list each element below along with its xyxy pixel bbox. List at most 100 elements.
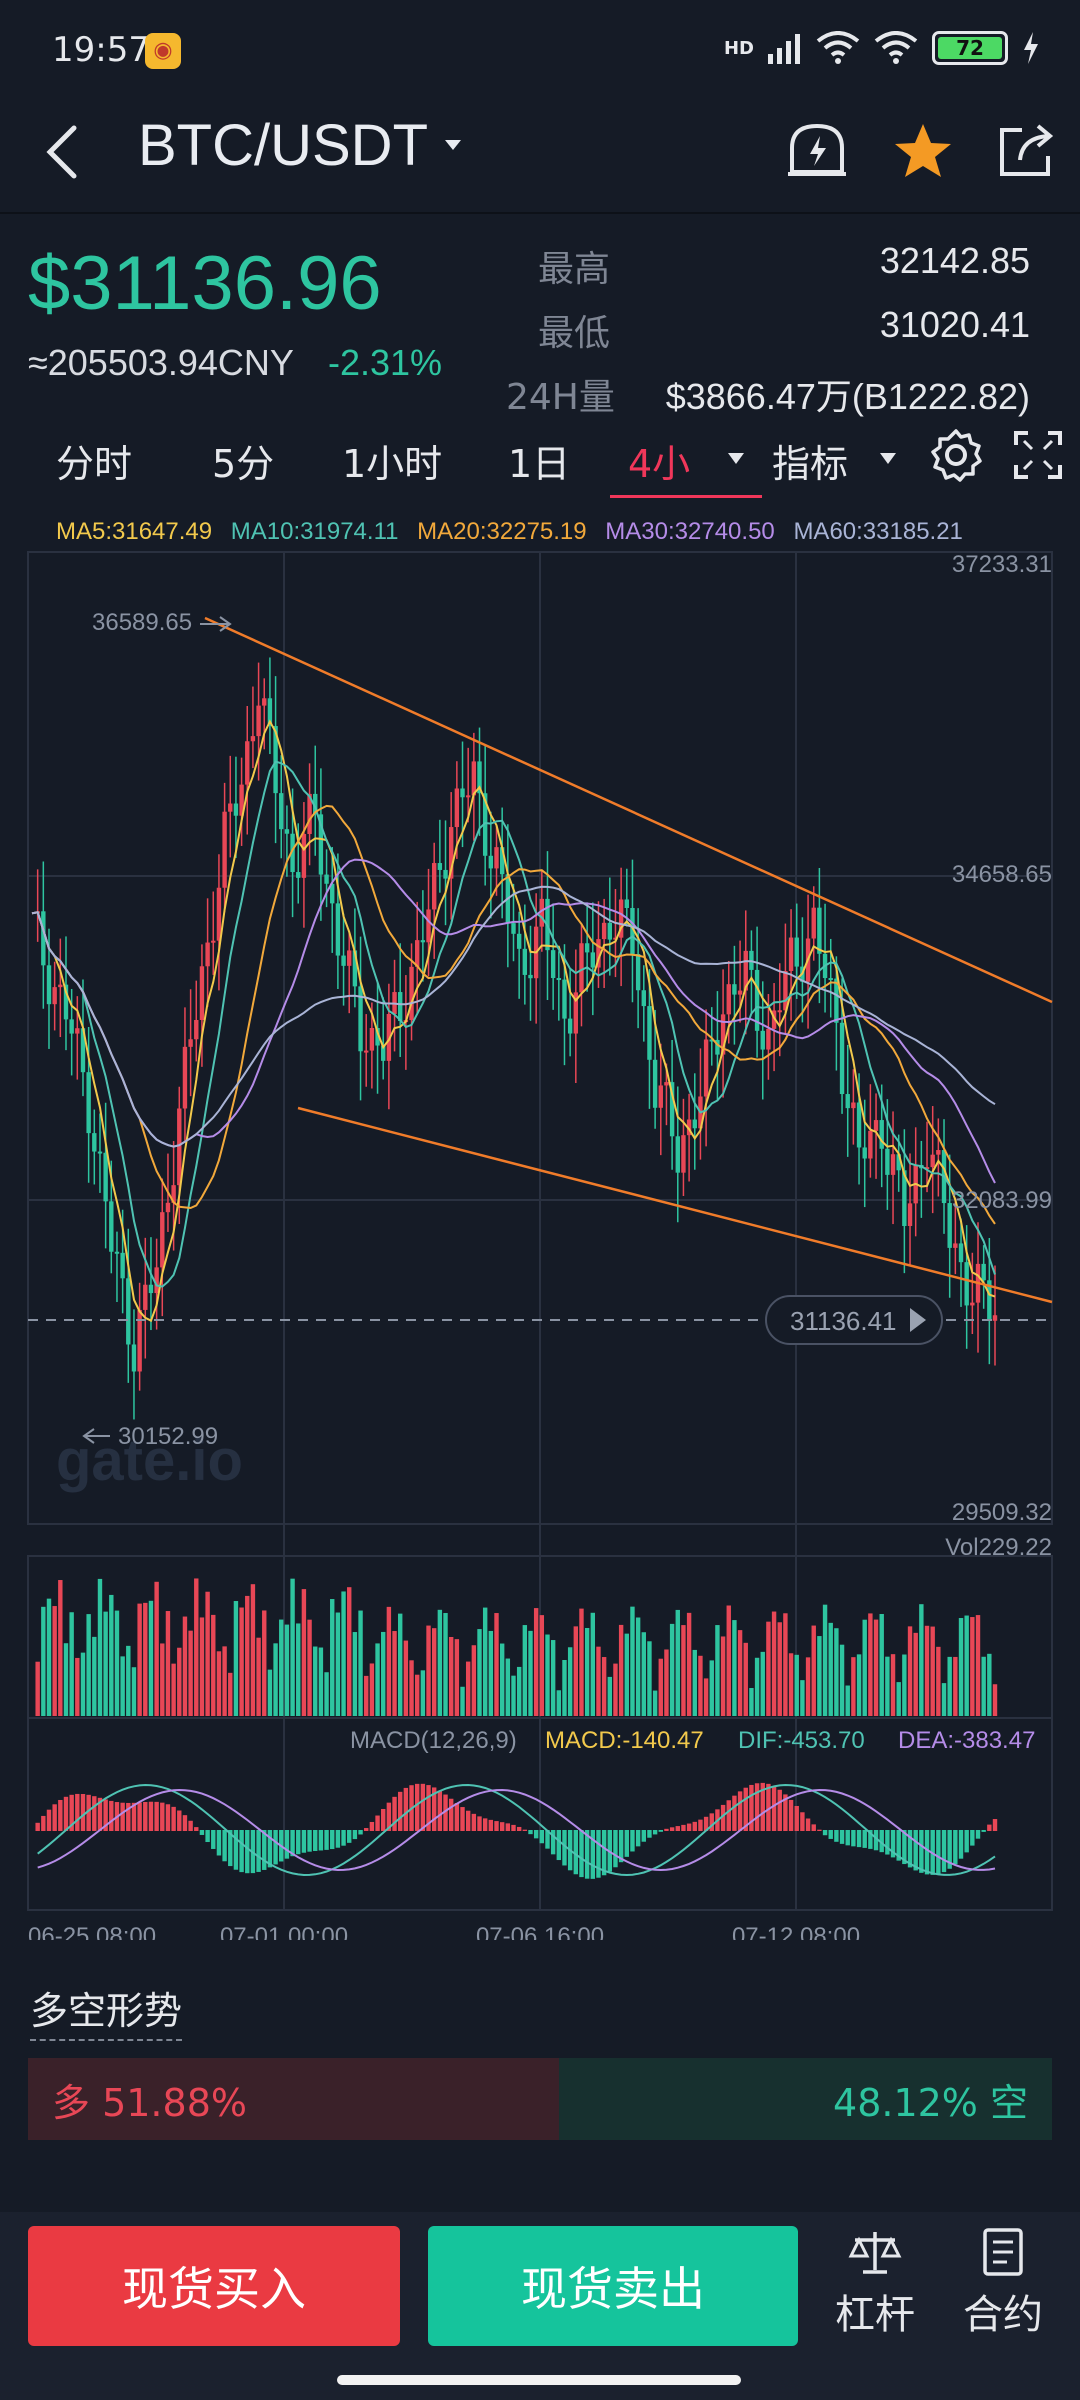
volume-bar bbox=[754, 1657, 760, 1716]
macd-bar bbox=[596, 1830, 601, 1878]
macd-bar bbox=[335, 1830, 341, 1848]
volume-bar bbox=[109, 1594, 114, 1716]
macd-bar bbox=[635, 1830, 641, 1847]
tab-1hour[interactable]: 1小时 bbox=[342, 442, 443, 486]
candle-body bbox=[211, 940, 216, 943]
volume-bar bbox=[165, 1611, 171, 1716]
volume-bar bbox=[669, 1623, 675, 1716]
price-change: -2.31% bbox=[328, 342, 443, 383]
candle-body bbox=[907, 1203, 913, 1227]
network-type-label: HD bbox=[723, 37, 754, 59]
macd-bar bbox=[862, 1830, 867, 1848]
candle-body bbox=[590, 952, 596, 968]
macd-bar bbox=[358, 1830, 363, 1835]
macd-bar bbox=[58, 1799, 63, 1831]
volume-bar bbox=[448, 1636, 454, 1716]
indicator-dropdown-icon[interactable] bbox=[880, 453, 896, 464]
volume-bar bbox=[239, 1607, 244, 1716]
macd-bar bbox=[828, 1830, 833, 1839]
volume-bar bbox=[250, 1584, 256, 1716]
candle-body bbox=[97, 1151, 103, 1154]
scale-icon bbox=[848, 2232, 902, 2274]
macd-bar bbox=[426, 1785, 431, 1831]
price-alert-icon[interactable] bbox=[782, 116, 852, 186]
macd-bar bbox=[63, 1796, 69, 1831]
volume-bar bbox=[267, 1669, 273, 1716]
volume-bar bbox=[647, 1641, 652, 1716]
nav-bar: BTC/USDT bbox=[0, 100, 1080, 212]
interval-dropdown-icon[interactable] bbox=[728, 453, 744, 464]
macd-bar bbox=[936, 1830, 941, 1875]
candle-body bbox=[613, 937, 618, 940]
macd-bar bbox=[630, 1830, 635, 1852]
favorite-star-icon[interactable] bbox=[888, 116, 958, 186]
macd-params-label: MACD(12,26,9) bbox=[350, 1727, 517, 1754]
candle-body bbox=[970, 1302, 975, 1306]
volume-bar bbox=[811, 1625, 816, 1716]
macd-bar bbox=[171, 1806, 176, 1831]
candle-body bbox=[596, 939, 601, 968]
volume-bar bbox=[794, 1654, 799, 1716]
macd-bar bbox=[165, 1804, 171, 1831]
spot-sell-button[interactable]: 现货卖出 bbox=[428, 2226, 798, 2346]
macd-bar bbox=[199, 1830, 205, 1835]
candle-body bbox=[879, 1120, 884, 1149]
last-price-tag[interactable] bbox=[765, 1295, 943, 1345]
battery-icon: 72 bbox=[932, 31, 1008, 65]
candle-body bbox=[964, 1262, 969, 1306]
candle-body bbox=[550, 950, 556, 979]
volume-bar bbox=[981, 1656, 986, 1716]
arrow-right-icon bbox=[200, 616, 232, 632]
tab-timeshare[interactable]: 分时 bbox=[56, 442, 133, 486]
dif-value-label: DIF:-453.70 bbox=[738, 1727, 865, 1754]
candle-body bbox=[143, 1284, 148, 1310]
back-arrow-icon[interactable] bbox=[38, 122, 94, 182]
volume-bar bbox=[341, 1591, 346, 1716]
candle-body bbox=[856, 1102, 862, 1148]
candle-body bbox=[222, 811, 227, 888]
volume-bar bbox=[511, 1675, 516, 1716]
pair-title[interactable]: BTC/USDT bbox=[138, 113, 428, 178]
pair-dropdown-icon[interactable] bbox=[445, 140, 461, 150]
tab-4hour[interactable]: 4小 bbox=[628, 442, 691, 486]
fullscreen-icon[interactable] bbox=[1010, 427, 1066, 483]
indicator-menu[interactable]: 指标 bbox=[772, 442, 849, 486]
price-cny: ≈205503.94CNY bbox=[28, 342, 294, 383]
margin-button[interactable]: 杠杆 bbox=[820, 2226, 930, 2346]
candle-body bbox=[635, 954, 641, 991]
tab-1day[interactable]: 1日 bbox=[508, 442, 571, 486]
volume-bar bbox=[52, 1606, 57, 1716]
kline-chart[interactable]: gate.io 31136.41 37233.31 34658.65 32083… bbox=[0, 540, 1080, 1940]
volume-bar bbox=[516, 1666, 522, 1716]
candle-body bbox=[160, 1212, 165, 1268]
candle-body bbox=[273, 726, 278, 794]
macd-bar bbox=[284, 1830, 290, 1859]
spot-buy-button[interactable]: 现货买入 bbox=[28, 2226, 400, 2346]
macd-bar bbox=[52, 1804, 57, 1831]
volume-bar bbox=[845, 1685, 850, 1716]
volume-bar bbox=[301, 1589, 307, 1716]
futures-button[interactable]: 合约 bbox=[948, 2226, 1058, 2346]
macd-bar bbox=[811, 1824, 816, 1831]
high-label: 最高 bbox=[538, 249, 611, 290]
contract-document-icon bbox=[983, 2228, 1023, 2276]
macd-bar bbox=[522, 1829, 528, 1831]
share-icon[interactable] bbox=[992, 116, 1062, 186]
volume-bar bbox=[567, 1647, 573, 1716]
candle-body bbox=[930, 1154, 935, 1168]
volume-bar bbox=[828, 1622, 833, 1716]
x-tick-label: 06-25 08:00 bbox=[28, 1923, 156, 1940]
candle-body bbox=[890, 1154, 896, 1175]
tab-5min[interactable]: 5分 bbox=[212, 442, 275, 486]
macd-bar bbox=[245, 1830, 250, 1874]
sentiment-title[interactable]: 多空形势 bbox=[30, 1980, 183, 2041]
volume-bar bbox=[103, 1611, 108, 1716]
header-divider bbox=[0, 212, 1080, 214]
candle-body bbox=[987, 1280, 992, 1321]
volume-bar bbox=[160, 1643, 165, 1716]
candle-body bbox=[409, 966, 414, 1021]
settings-gear-icon[interactable] bbox=[928, 427, 984, 483]
candle-body bbox=[482, 793, 488, 856]
macd-bar bbox=[777, 1789, 782, 1831]
bottom-action-bar: 现货买入 现货卖出 杠杆 合约 bbox=[0, 2212, 1080, 2400]
